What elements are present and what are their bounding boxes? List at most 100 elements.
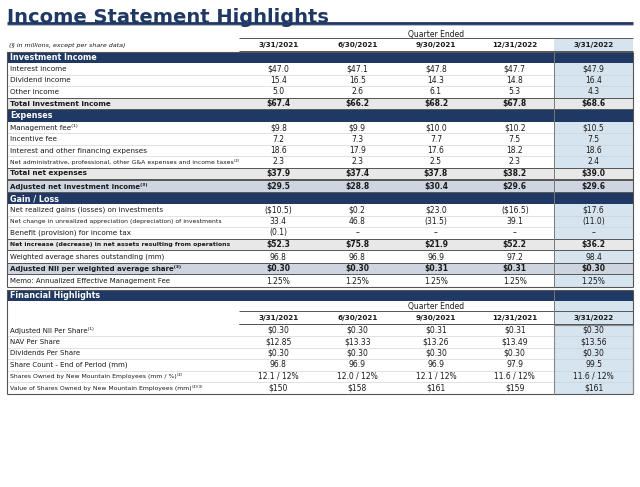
Text: $158: $158 [348,383,367,392]
Text: 11.6 / 12%: 11.6 / 12% [495,372,535,381]
Text: Quarter Ended: Quarter Ended [408,302,464,311]
Text: $13.56: $13.56 [580,337,607,346]
Text: $0.31: $0.31 [424,264,448,273]
Text: Interest income: Interest income [10,66,67,72]
Text: –: – [591,228,596,238]
Text: 12/31/2022: 12/31/2022 [492,42,538,48]
Text: $0.30: $0.30 [346,349,368,358]
Bar [554,227,633,239]
Text: $0.30: $0.30 [345,264,369,273]
Text: $47.9: $47.9 [582,64,605,74]
Text: Total net expenses: Total net expenses [10,170,87,176]
Text: $67.4: $67.4 [266,99,291,108]
Bar [7,216,633,227]
Bar [554,324,633,336]
Bar [7,359,633,371]
Text: 96.9: 96.9 [349,360,365,369]
Text: 16.5: 16.5 [349,76,365,85]
Text: 96.9: 96.9 [428,360,445,369]
Text: (31.5): (31.5) [424,217,447,226]
Text: $10.5: $10.5 [583,123,604,132]
Text: 1.25%: 1.25% [503,277,527,285]
Text: $0.30: $0.30 [425,349,447,358]
Text: 96.8: 96.8 [270,252,287,262]
Bar [554,86,633,98]
Bar [7,86,633,98]
Text: –: – [434,228,438,238]
Bar [554,39,633,51]
Text: $0.30: $0.30 [582,326,605,335]
Text: $0.30: $0.30 [268,326,289,335]
Text: 2.3: 2.3 [509,157,521,167]
Text: $68.6: $68.6 [582,99,605,108]
Text: $67.8: $67.8 [502,99,527,108]
Text: Management fee⁽¹⁾: Management fee⁽¹⁾ [10,124,77,131]
Text: 7.3: 7.3 [351,134,364,144]
Bar [554,336,633,348]
Text: $13.49: $13.49 [502,337,528,346]
Bar [7,348,633,359]
Text: 96.8: 96.8 [270,360,287,369]
Text: Investment Income: Investment Income [10,53,97,62]
Bar [7,251,633,263]
Text: Value of Shares Owned by New Mountain Employees (mm)⁽²⁾⁽³⁾: Value of Shares Owned by New Mountain Em… [10,385,203,391]
Bar [554,275,633,287]
Text: 5.3: 5.3 [509,88,521,96]
Text: Shares Owned by New Mountain Employees (mm / %)⁽²⁾: Shares Owned by New Mountain Employees (… [10,373,182,379]
Text: 14.8: 14.8 [506,76,523,85]
Text: $21.9: $21.9 [424,240,448,249]
Text: 3/31/2021: 3/31/2021 [259,315,298,321]
Text: $37.8: $37.8 [424,169,448,178]
Text: $0.2: $0.2 [349,206,365,214]
Bar [7,204,633,216]
Text: $12.85: $12.85 [265,337,292,346]
Text: Benefit (provision) for income tax: Benefit (provision) for income tax [10,230,131,236]
Bar [7,371,633,382]
Text: 2.5: 2.5 [430,157,442,167]
Text: $13.26: $13.26 [423,337,449,346]
Text: 16.4: 16.4 [585,76,602,85]
Text: $47.8: $47.8 [425,64,447,74]
Bar [7,168,633,179]
Text: $29.5: $29.5 [266,182,291,190]
Text: $47.7: $47.7 [504,64,525,74]
Text: –: – [355,228,359,238]
Text: Total investment income: Total investment income [10,100,111,107]
Text: 9/30/2021: 9/30/2021 [416,42,456,48]
Text: ($16.5): ($16.5) [501,206,529,214]
Text: $47.1: $47.1 [346,64,368,74]
Text: Incentive fee: Incentive fee [10,136,57,142]
Bar [554,216,633,227]
Text: $9.9: $9.9 [349,123,365,132]
Text: $0.30: $0.30 [582,264,605,273]
Text: 1.25%: 1.25% [582,277,605,285]
Text: 9/30/2021: 9/30/2021 [416,315,456,321]
Text: $29.6: $29.6 [582,182,605,190]
Text: 46.8: 46.8 [349,217,365,226]
Bar [7,52,633,63]
Text: 12.1 / 12%: 12.1 / 12% [416,372,456,381]
Text: Net administrative, professional, other G&A expenses and income taxes⁽²⁾: Net administrative, professional, other … [10,159,239,165]
Bar [554,348,633,359]
Text: 18.6: 18.6 [270,146,287,155]
Text: $37.4: $37.4 [345,169,369,178]
Bar [7,75,633,86]
Text: $0.31: $0.31 [425,326,447,335]
Text: 2.3: 2.3 [351,157,364,167]
Text: NAV Per Share: NAV Per Share [10,339,60,345]
Text: $52.3: $52.3 [266,240,291,249]
Text: 12.1 / 12%: 12.1 / 12% [258,372,299,381]
Text: Memo: Annualized Effective Management Fee: Memo: Annualized Effective Management Fe… [10,278,170,284]
Bar [7,110,633,122]
Text: 12.0 / 12%: 12.0 / 12% [337,372,378,381]
Text: Interest and other financing expenses: Interest and other financing expenses [10,148,147,153]
Text: $17.6: $17.6 [583,206,604,214]
Bar [7,63,633,75]
Text: $161: $161 [584,383,604,392]
Text: $37.9: $37.9 [266,169,291,178]
Text: 1.25%: 1.25% [424,277,448,285]
Bar [7,336,633,348]
Text: Expenses: Expenses [10,112,52,120]
Text: 6/30/2021: 6/30/2021 [337,315,378,321]
Text: 18.2: 18.2 [506,146,523,155]
